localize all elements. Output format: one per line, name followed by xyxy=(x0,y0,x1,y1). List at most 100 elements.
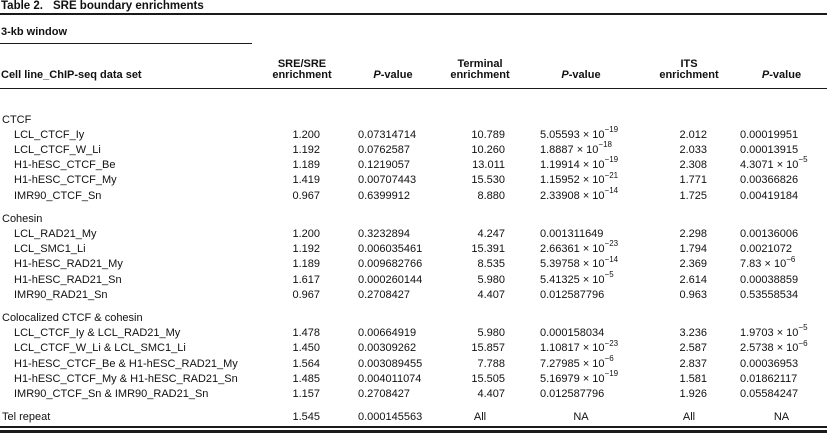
table-row: H1-hESC_CTCF_Be 1.189 0.1219057 13.011 1.199… xyxy=(0,156,827,173)
table-row: IMR90_CTCF_Sn & IMR90_RAD21_Sn 1.157 0.270… xyxy=(0,387,827,402)
row-label: H1-hESC_RAD21_Sn xyxy=(14,273,122,286)
cell-its-enrichment: All xyxy=(682,411,696,424)
cell-terminal-pvalue: 0.001311649 xyxy=(540,227,604,240)
cell-sre-sre-enrichment: 1.617 xyxy=(292,273,320,286)
cell-sre-sre-pvalue: 0.3232894 xyxy=(358,227,410,240)
cell-its-pvalue: 0.01862117 xyxy=(740,372,798,385)
cell-its-enrichment: 2.369 xyxy=(679,258,707,271)
title-rule xyxy=(0,13,827,15)
cell-its-pvalue: 0.00419184 xyxy=(740,189,799,202)
column-header-its-pvalue: P-value xyxy=(736,44,827,89)
cell-sre-sre-enrichment: 1.189 xyxy=(292,258,320,271)
cell-its-enrichment: 2.614 xyxy=(679,273,707,286)
column-header-sre-sre-pvalue: P-value xyxy=(346,44,440,89)
cell-sre-sre-enrichment: 1.485 xyxy=(292,372,320,385)
cell-sre-sre-enrichment: 1.200 xyxy=(292,227,320,240)
cell-sre-sre-enrichment: 1.189 xyxy=(292,159,320,172)
cell-its-pvalue: 0.00366826 xyxy=(740,174,799,187)
cell-terminal-enrichment: 15.505 xyxy=(471,372,505,385)
window-label: 3-kb window xyxy=(1,26,67,38)
column-header-terminal-pvalue: P-value xyxy=(520,44,642,89)
cell-sre-sre-enrichment: 1.157 xyxy=(292,387,320,400)
row-label: LCL_SMC1_Li xyxy=(14,243,86,256)
table-row: LCL_CTCF_Iy & LCL_RAD21_My 1.478 0.0066491… xyxy=(0,324,827,341)
cell-its-enrichment: 1.771 xyxy=(679,174,707,187)
cell-its-enrichment: 1.725 xyxy=(679,189,707,202)
sre-boundary-enrichments-table: Cell line_ChIP-seq data set SRE/SRE enric… xyxy=(0,44,827,425)
cell-its-enrichment: 3.236 xyxy=(679,327,707,340)
section-name: Colocalized CTCF & cohesin xyxy=(2,311,143,324)
row-label: LCL_CTCF_Iy & LCL_RAD21_My xyxy=(14,327,181,340)
cell-terminal-enrichment: 5.980 xyxy=(477,327,505,340)
row-label: IMR90_RAD21_Sn xyxy=(14,288,108,301)
cell-its-pvalue: 0.00036953 xyxy=(740,357,799,370)
window-subheader: 3-kb window xyxy=(0,15,252,44)
cell-sre-sre-enrichment: 1.192 xyxy=(292,243,320,256)
table-row: H1-hESC_CTCF_My 1.419 0.00707443 15.530 1.15… xyxy=(0,171,827,188)
table-row: LCL_CTCF_W_Li 1.192 0.0762587 10.260 1.8887 … xyxy=(0,141,827,158)
cell-sre-sre-pvalue: 0.004011074 xyxy=(358,372,422,385)
table-row: Tel repeat 1.545 0.000145563 All NA All NA xyxy=(0,402,827,425)
cell-sre-sre-enrichment: 1.419 xyxy=(292,174,320,187)
cell-sre-sre-pvalue: 0.00664919 xyxy=(358,327,417,340)
section-header-row: Cohesin xyxy=(0,204,827,227)
cell-sre-sre-enrichment: 1.564 xyxy=(292,357,320,370)
table-row: H1-hESC_CTCF_My & H1-hESC_RAD21_Sn 1.485 0… xyxy=(0,370,827,387)
cell-terminal-enrichment: 10.789 xyxy=(471,128,505,141)
cell-terminal-pvalue: 2.33908 × 10−14 xyxy=(540,185,619,202)
cell-terminal-enrichment: 8.535 xyxy=(477,258,505,271)
cell-terminal-enrichment: 15.530 xyxy=(471,174,505,187)
cell-sre-sre-pvalue: 0.000145563 xyxy=(358,411,423,424)
cell-terminal-enrichment: All xyxy=(473,411,487,424)
row-label: Tel repeat xyxy=(2,411,51,424)
cell-sre-sre-enrichment: 0.967 xyxy=(292,189,320,202)
row-label: H1-hESC_CTCF_Be & H1-hESC_RAD21_My xyxy=(14,357,238,370)
table-row: H1-hESC_RAD21_Sn 1.617 0.000260144 5.980 5.4… xyxy=(0,269,827,288)
cell-its-enrichment: 2.308 xyxy=(679,159,707,172)
cell-sre-sre-pvalue: 0.1219057 xyxy=(358,159,410,172)
cell-sre-sre-pvalue: 0.2708427 xyxy=(358,387,410,400)
cell-its-enrichment: 1.926 xyxy=(679,387,707,400)
cell-sre-sre-pvalue: 0.07314714 xyxy=(358,128,417,141)
table-number-label: Table 2. xyxy=(1,0,43,12)
cell-its-pvalue: NA xyxy=(773,411,790,424)
cell-its-pvalue: 2.5738 × 10−6 xyxy=(740,338,808,355)
column-header-cell-line: Cell line_ChIP-seq data set xyxy=(0,44,258,89)
section-name: Cohesin xyxy=(2,212,43,225)
cell-sre-sre-pvalue: 0.000260144 xyxy=(358,273,423,286)
cell-its-pvalue: 0.0021072 xyxy=(740,243,792,256)
cell-terminal-pvalue: 2.66361 × 10−23 xyxy=(540,239,619,256)
cell-terminal-pvalue: 0.000158034 xyxy=(540,327,605,340)
column-header-its-enrichment: ITS enrichment xyxy=(642,44,736,89)
cell-its-enrichment: 1.581 xyxy=(679,372,707,385)
section-name: CTCF xyxy=(2,113,32,126)
cell-sre-sre-pvalue: 0.003089455 xyxy=(358,357,423,370)
section-header-row: CTCF xyxy=(0,88,827,128)
table-row: H1-hESC_CTCF_Be & H1-hESC_RAD21_My 1.564 0… xyxy=(0,354,827,372)
table-row: LCL_CTCF_W_Li & LCL_SMC1_Li 1.450 0.003092… xyxy=(0,338,827,356)
header-row: Cell line_ChIP-seq data set SRE/SRE enric… xyxy=(0,44,827,89)
cell-terminal-pvalue: 5.41325 × 10−5 xyxy=(540,269,614,286)
cell-sre-sre-pvalue: 0.009682766 xyxy=(358,258,423,271)
cell-its-enrichment: 2.033 xyxy=(679,143,707,156)
column-header-terminal-enrichment: Terminal enrichment xyxy=(440,44,520,89)
table-row: IMR90_RAD21_Sn 0.967 0.2708427 4.407 0.01258… xyxy=(0,288,827,303)
cell-its-pvalue: 0.00136006 xyxy=(740,227,799,240)
cell-terminal-enrichment: 5.980 xyxy=(477,273,505,286)
cell-sre-sre-pvalue: 0.6399912 xyxy=(358,189,410,202)
cell-sre-sre-pvalue: 0.00309262 xyxy=(358,342,417,355)
cell-sre-sre-pvalue: 0.006035461 xyxy=(358,243,423,256)
cell-sre-sre-enrichment: 1.450 xyxy=(292,342,320,355)
cell-its-pvalue: 0.00019951 xyxy=(740,128,799,141)
cell-its-enrichment: 2.837 xyxy=(679,357,707,370)
cell-its-enrichment: 0.963 xyxy=(679,288,707,301)
cell-sre-sre-pvalue: 0.0762587 xyxy=(358,143,410,156)
row-label: LCL_CTCF_W_Li xyxy=(14,143,101,156)
cell-terminal-enrichment: 13.011 xyxy=(472,159,505,172)
cell-its-enrichment: 1.794 xyxy=(679,243,707,256)
row-label: LCL_CTCF_Iy xyxy=(14,128,85,141)
cell-terminal-enrichment: 4.407 xyxy=(477,288,505,301)
table-row: H1-hESC_RAD21_My 1.189 0.009682766 8.535 5.3… xyxy=(0,255,827,272)
table-row: LCL_SMC1_Li 1.192 0.006035461 15.391 2.66361… xyxy=(0,239,827,257)
